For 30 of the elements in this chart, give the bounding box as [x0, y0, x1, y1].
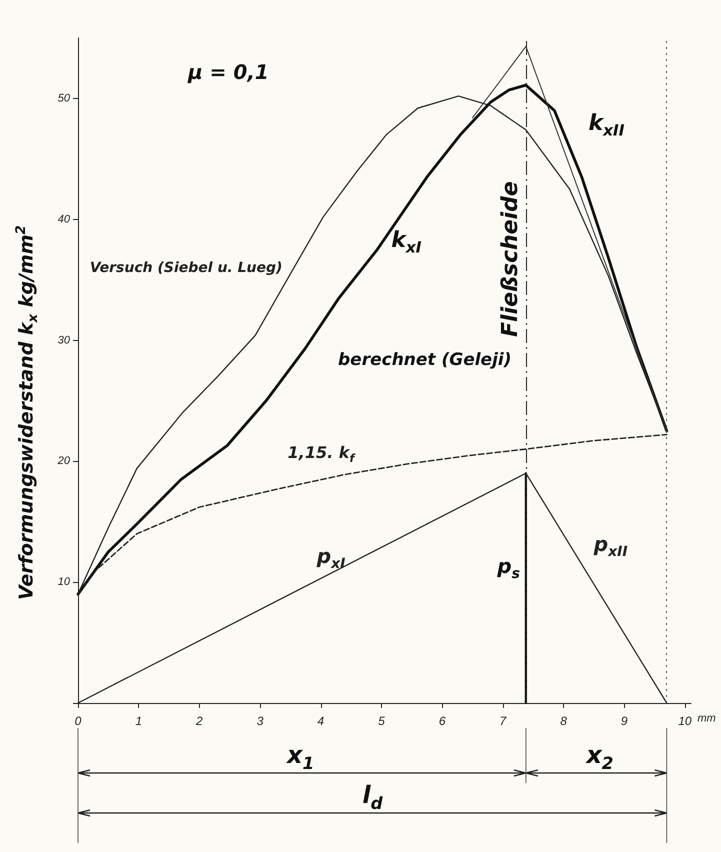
annotation: μ = 0,1: [188, 60, 269, 84]
x-tick-label: 8: [560, 714, 568, 728]
y-tick-label: 20: [56, 455, 71, 468]
text: x$_{2}$: [586, 741, 614, 773]
x-tick-label: 9: [620, 714, 628, 728]
x-tick-label: 10: [678, 714, 692, 728]
x-tick-label: 3: [256, 714, 264, 728]
series-label: k$_{xI}$: [391, 228, 422, 256]
x-axis-title: mm: [698, 712, 716, 724]
series-label: k$_{xII}$: [588, 110, 624, 139]
x-tick-label: 2: [195, 714, 204, 728]
x-tick-label: 6: [438, 714, 446, 728]
y-tick-label: 50: [58, 92, 71, 104]
series-label: p$_{xI}$: [316, 544, 346, 572]
series-label: 1,15. k$_{f}$: [288, 442, 354, 466]
ref-line-label: Fließscheide: [498, 181, 523, 338]
series-label: Versuch (Siebel u. Lueg): [90, 260, 282, 276]
x-tick-label: 5: [378, 714, 386, 728]
x-tick-label: 1: [135, 714, 142, 728]
series-label: p$_{s}$: [497, 554, 520, 582]
x-tick-label: 4: [317, 714, 324, 728]
annotation: berechnet (Geleji): [338, 350, 512, 370]
series-label: p$_{xII}$: [594, 532, 628, 560]
text: l$_{d}$: [362, 781, 383, 813]
x-tick-label: 7: [500, 714, 508, 728]
y-tick-label: 30: [58, 334, 71, 346]
y-tick-label: 40: [58, 213, 71, 226]
x-tick-label: 0: [74, 714, 82, 728]
y-tick-label: 10: [58, 576, 71, 588]
text: x$_{1}$: [286, 741, 314, 773]
